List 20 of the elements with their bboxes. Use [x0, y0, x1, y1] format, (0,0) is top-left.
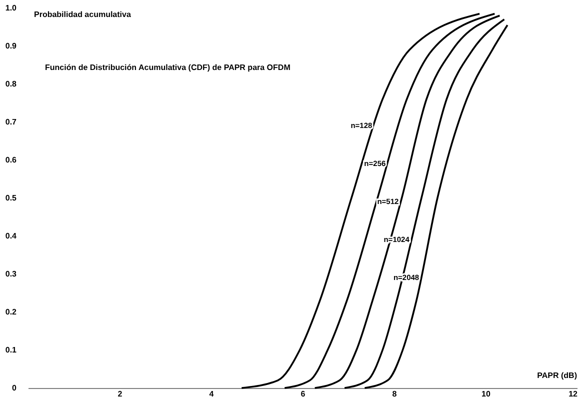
y-tick-label: 0.9 [5, 42, 18, 50]
x-tick-label: 6 [300, 390, 306, 398]
y-tick-label: 1.0 [5, 4, 18, 12]
x-tick-label: 2 [118, 390, 123, 398]
y-tick-label: 0.6 [5, 156, 18, 164]
y-tick-label: 0.1 [5, 346, 18, 354]
x-tick-label: 12 [568, 390, 578, 398]
y-tick-label: 0.7 [5, 118, 18, 126]
y-tick-label: 0 [12, 384, 18, 392]
y-tick-label: 0.5 [5, 194, 18, 202]
y-tick-label: 0.3 [5, 270, 18, 278]
x-tick-label: 10 [482, 390, 491, 398]
x-tick-label: 4 [209, 390, 214, 398]
y-tick-label: 0.2 [5, 308, 18, 316]
x-tick-label: 8 [392, 390, 398, 398]
x-axis-title: PAPR (dB) [537, 371, 578, 380]
text: Función de Distribución Acumulativa (CDF) de PAPR para OFDM [45, 63, 291, 72]
y-axis-title: Probabilidad acumulativa [34, 10, 132, 19]
y-tick-label: 0.8 [5, 80, 18, 88]
y-tick-label: 0.4 [5, 232, 18, 240]
